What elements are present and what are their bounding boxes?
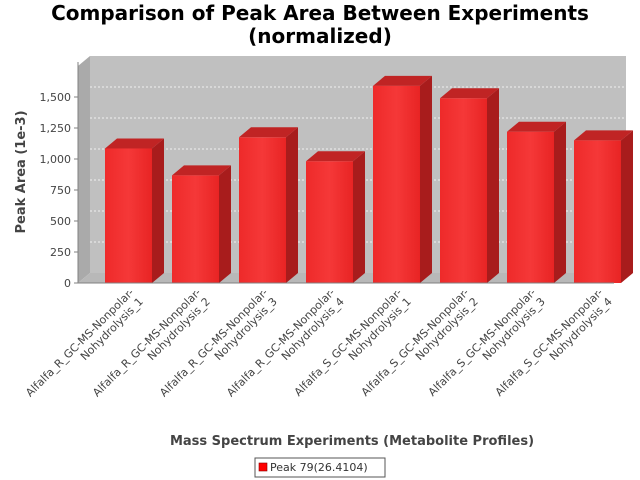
bar	[172, 165, 231, 283]
chart-title-line-2: (normalized)	[248, 24, 392, 48]
y-tick-label: 1,000	[40, 153, 72, 166]
x-tick-label: Alfalfa_R_GC-MS-Nonpolar-Nohydrolysis_1	[23, 286, 146, 409]
bar-side	[353, 151, 365, 283]
chart-title: Comparison of Peak Area Between Experime…	[0, 2, 640, 48]
bar-top	[440, 88, 499, 99]
y-tick-label: 1,500	[40, 91, 72, 104]
bar	[373, 75, 432, 283]
plot-area	[78, 56, 633, 284]
y-tick-label: 0	[64, 277, 71, 290]
bar-face	[507, 131, 554, 283]
bar-face	[574, 140, 621, 283]
bar-side	[487, 88, 499, 284]
x-axis-label: Mass Spectrum Experiments (Metabolite Pr…	[170, 434, 534, 449]
legend-box	[254, 457, 386, 478]
chart-title-line-1: Comparison of Peak Area Between Experime…	[51, 1, 589, 25]
legend-swatch	[258, 462, 268, 472]
bar-side	[286, 127, 298, 283]
bar-side	[621, 130, 633, 283]
bar-side	[420, 75, 432, 283]
bar	[239, 127, 298, 283]
x-axis: Alfalfa_R_GC-MS-Nonpolar-Nohydrolysis_1A…	[23, 282, 615, 449]
bar-top	[373, 75, 432, 86]
bar	[440, 88, 499, 284]
bar-side	[219, 165, 231, 283]
bar	[574, 130, 633, 283]
y-tick-label: 750	[50, 184, 71, 197]
y-axis-label: Peak Area (1e-3)	[14, 110, 29, 233]
y-axis: 0 250 500 750 1,000 1,250 1,500 Peak Area (1e-…	[14, 62, 79, 290]
legend-label: Peak 79(26.4104)	[270, 461, 368, 474]
y-tick-label: 500	[50, 215, 71, 228]
bar-face	[373, 85, 420, 283]
x-tick-labels: Alfalfa_R_GC-MS-Nonpolar-Nohydrolysis_1A…	[23, 286, 615, 409]
y-ticks: 0 250 500 750 1,000 1,250 1,500	[40, 91, 78, 290]
bars	[105, 75, 633, 284]
bar-face	[172, 175, 219, 283]
bar-top	[239, 127, 298, 138]
bar	[507, 121, 566, 283]
y-tick-label: 1,250	[40, 122, 72, 135]
bar-top	[507, 121, 566, 132]
bar-face	[440, 98, 487, 284]
bar-top	[172, 165, 231, 176]
bar-face	[239, 137, 286, 283]
plot-left-wall	[78, 56, 90, 283]
bar	[306, 151, 365, 283]
x-tick-label-line: Alfalfa_R_GC-MS-Nonpolar-	[23, 286, 136, 399]
bar-face	[105, 148, 152, 283]
bar-top	[105, 138, 164, 149]
bar	[105, 138, 164, 283]
bar-top	[574, 130, 633, 141]
bar-top	[306, 151, 365, 162]
bar-face	[306, 161, 353, 283]
legend: Peak 79(26.4104)	[254, 457, 386, 478]
y-tick-label: 250	[50, 246, 71, 259]
bar-side	[554, 121, 566, 283]
bar-side	[152, 138, 164, 283]
